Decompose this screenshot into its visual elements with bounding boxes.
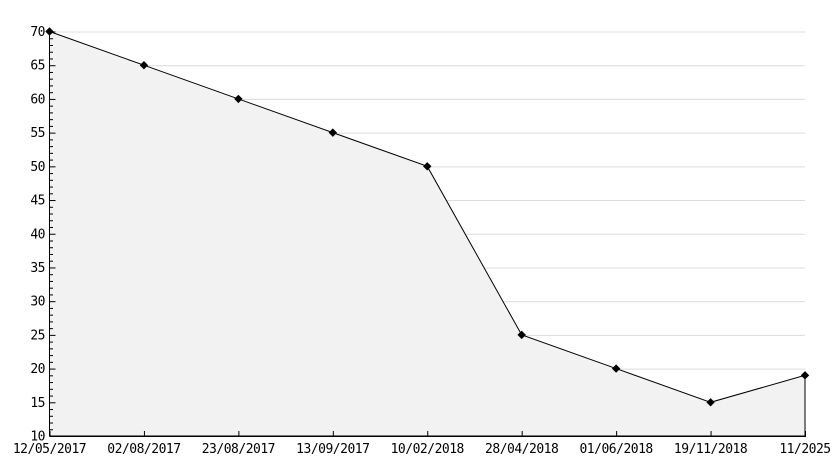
y-axis-ticks	[49, 31, 56, 437]
data-point-marker	[328, 128, 338, 137]
x-tick-label: 19/11/2018	[674, 442, 747, 457]
data-point-markers	[45, 27, 810, 407]
y-tick-label: 15	[30, 396, 45, 411]
data-point-marker	[517, 330, 526, 340]
y-axis-labels: 10 15 20 25 30 35 40 45 50 55 60 65 70	[30, 25, 45, 445]
y-tick-label: 55	[30, 126, 45, 141]
data-point-marker	[611, 364, 621, 373]
y-tick-label: 25	[30, 328, 45, 343]
x-tick-label: 23/08/2017	[202, 442, 275, 457]
y-tick-label: 50	[30, 160, 45, 175]
data-point-marker	[706, 398, 715, 407]
y-tick-label: 45	[30, 194, 45, 209]
x-tick-label: 28/04/2018	[485, 442, 558, 457]
data-point-marker	[234, 94, 243, 104]
data-point-marker	[800, 371, 810, 380]
y-tick-label: 65	[30, 59, 45, 74]
y-tick-label: 70	[30, 25, 45, 40]
y-tick-label: 20	[30, 362, 45, 377]
y-tick-label: 30	[30, 295, 45, 310]
y-tick-label: 10	[30, 430, 45, 445]
x-tick-label: 10/02/2018	[391, 442, 464, 457]
x-tick-label: 12/05/2017	[13, 442, 86, 457]
data-point-marker	[423, 162, 432, 171]
x-axis-labels: 12/05/2017 02/08/2017 23/08/2017 13/09/2017…	[13, 442, 831, 457]
data-point-marker	[139, 61, 149, 70]
y-tick-label: 60	[30, 92, 45, 107]
y-tick-label: 40	[30, 227, 45, 242]
x-tick-label: 02/08/2017	[107, 442, 180, 457]
x-tick-label: 01/06/2018	[579, 442, 652, 457]
x-tick-label: 13/09/2017	[296, 442, 369, 457]
y-tick-label: 35	[30, 261, 45, 276]
x-tick-label: 11/2025	[779, 442, 830, 457]
